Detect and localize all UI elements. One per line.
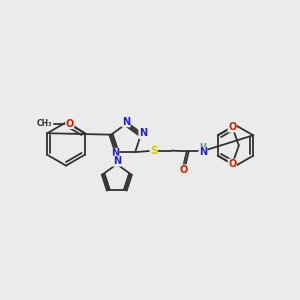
Text: O: O <box>179 165 187 175</box>
Text: O: O <box>228 159 236 169</box>
Text: S: S <box>150 146 158 156</box>
Text: N: N <box>122 117 130 127</box>
Text: N: N <box>139 128 147 139</box>
Text: O: O <box>66 118 74 129</box>
Text: H: H <box>200 142 206 152</box>
Text: O: O <box>228 122 236 132</box>
Text: N: N <box>113 156 121 166</box>
Text: N: N <box>111 148 119 158</box>
Text: CH₃: CH₃ <box>37 119 52 128</box>
Text: N: N <box>199 147 207 157</box>
